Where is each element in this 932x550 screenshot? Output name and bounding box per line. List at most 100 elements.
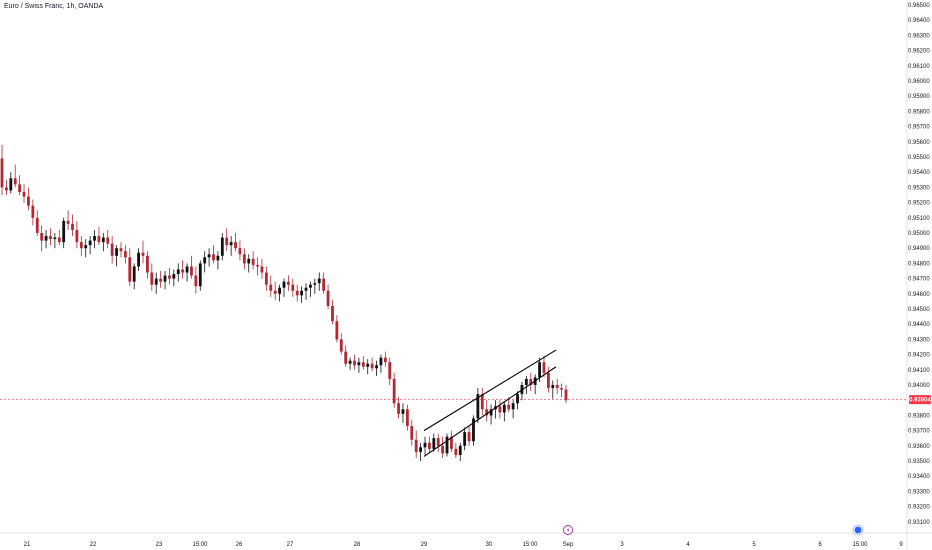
candle-body — [414, 439, 418, 452]
candle-body — [93, 236, 96, 241]
price-tick-label: 0.94600 — [908, 292, 930, 298]
trend-lines[interactable] — [423, 349, 557, 457]
candle-body — [264, 272, 268, 285]
candle-body — [62, 220, 66, 243]
candle-body — [278, 287, 281, 294]
time-tick-label: 15:00 — [192, 542, 208, 548]
candle-body — [31, 205, 35, 218]
price-tick-label: 0.96100 — [908, 64, 930, 70]
time-tick-label: 22 — [90, 542, 97, 548]
candle-body — [203, 257, 207, 264]
live-dot-icon[interactable] — [852, 524, 864, 536]
candle-body — [326, 290, 330, 306]
lightning-icon[interactable] — [563, 525, 573, 535]
candle-body — [190, 266, 193, 276]
candle-body — [273, 290, 277, 294]
candle-body — [472, 418, 475, 442]
candle-body — [467, 432, 471, 442]
price-tick-label: 0.93700 — [908, 429, 930, 435]
time-tick-label: 28 — [354, 542, 361, 548]
price-tick-label: 0.94400 — [908, 322, 930, 328]
candle-body — [238, 248, 242, 255]
price-tick-label: 0.96000 — [908, 79, 930, 85]
current-price-badge: 0.93904 — [909, 395, 932, 405]
candle-body — [260, 266, 264, 273]
candle-body — [176, 269, 180, 275]
candle-body — [489, 409, 493, 416]
candle-body — [551, 385, 555, 389]
candle-body — [216, 255, 220, 261]
candle-body — [502, 404, 506, 413]
price-tick-label: 0.93400 — [908, 474, 930, 480]
price-axis[interactable]: 0.96500 0.96400 0.96300 0.96200 0.96100 0.960… — [908, 3, 930, 526]
candle-body — [181, 269, 185, 273]
candle-body — [251, 258, 255, 265]
candle-body — [247, 258, 251, 264]
candle-body — [507, 404, 511, 410]
candle-body — [53, 237, 57, 240]
candle-body — [463, 432, 467, 446]
candle-body — [287, 281, 290, 285]
candle-body — [44, 236, 48, 241]
price-tick-label: 0.96300 — [908, 33, 930, 39]
candle-body — [18, 184, 22, 192]
candle-body — [511, 403, 515, 410]
price-tick-label: 0.95100 — [908, 216, 930, 222]
candle-body — [79, 242, 83, 249]
chart-title: Euro / Swiss Franc, 1h, OANDA — [4, 3, 104, 10]
candle-body — [71, 223, 74, 230]
candle-body — [450, 436, 453, 449]
price-tick-label: 0.93800 — [908, 413, 930, 419]
candle-body — [97, 236, 101, 243]
candle-body — [256, 264, 259, 267]
time-tick-label: 15:00 — [852, 542, 868, 548]
candle-body — [5, 187, 8, 191]
price-tick-label: 0.95400 — [908, 170, 930, 176]
candle-body — [22, 191, 26, 197]
candle-body — [40, 233, 44, 241]
candle-body — [119, 248, 123, 252]
candle-body — [154, 278, 158, 285]
candle-body — [13, 178, 17, 185]
svg-text:0.93904: 0.93904 — [909, 398, 931, 404]
candle-body — [485, 409, 489, 416]
candle-body — [498, 406, 502, 413]
candle-body — [123, 251, 127, 258]
candle-body — [313, 283, 317, 285]
candle-body — [410, 426, 414, 440]
candle-body — [401, 409, 405, 414]
candle-body — [560, 388, 563, 390]
time-axis[interactable]: 21 22 23 15:00 26 27 28 29 30 15:00 Sep 3 4 5 6 15:00 9 — [24, 542, 904, 548]
price-tick-label: 0.95900 — [908, 94, 930, 100]
candle-body — [476, 394, 480, 419]
candle-body — [432, 438, 436, 449]
price-tick-label: 0.94700 — [908, 277, 930, 283]
candle-body — [198, 263, 202, 287]
candle-body — [128, 257, 132, 282]
rising-wedge-upper-line[interactable] — [423, 349, 557, 432]
time-tick-label: 5 — [752, 542, 756, 548]
candle-body — [106, 237, 110, 244]
price-tick-label: 0.95600 — [908, 140, 930, 146]
candle-body — [357, 362, 361, 366]
price-tick-label: 0.95800 — [908, 109, 930, 115]
candle-body — [454, 448, 458, 455]
price-tick-label: 0.94900 — [908, 246, 930, 252]
candle-body — [335, 321, 339, 340]
candle-body — [291, 284, 295, 291]
candle-body — [458, 445, 462, 455]
price-tick-label: 0.93600 — [908, 444, 930, 450]
price-tick-label: 0.95500 — [908, 155, 930, 161]
candle-body — [516, 394, 519, 404]
rising-wedge-lower-line[interactable] — [423, 366, 557, 457]
candle-body — [229, 242, 233, 246]
price-tick-label: 0.94000 — [908, 383, 930, 389]
candle-body — [101, 237, 105, 243]
candle-body — [159, 278, 163, 282]
candle-body — [9, 178, 13, 191]
candle-body — [0, 158, 4, 188]
candle-body — [339, 339, 343, 352]
time-tick-label: 6 — [818, 542, 822, 548]
candle-body — [49, 236, 52, 240]
